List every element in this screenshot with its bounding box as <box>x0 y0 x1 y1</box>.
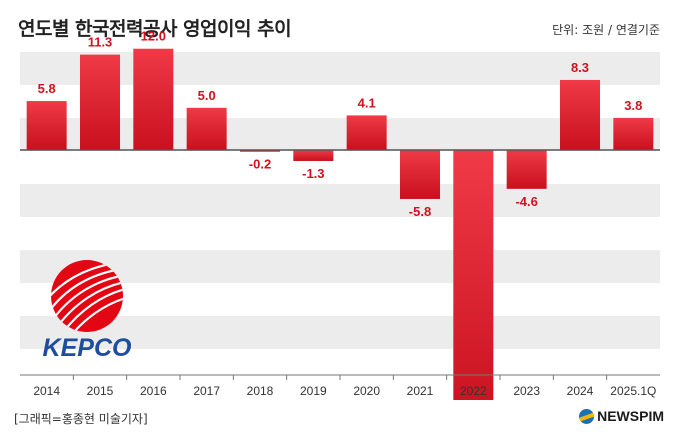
grid-stripes <box>20 52 660 349</box>
category-label-2015: 2015 <box>87 384 114 398</box>
value-label-2017: 5.0 <box>198 88 216 103</box>
value-label-2018: -0.2 <box>249 157 271 172</box>
category-label-2021: 2021 <box>407 384 434 398</box>
newspim-brand: NEWSPIM <box>579 408 664 424</box>
value-labels: 5.811.312.05.0-0.2-1.34.1-5.8-32.7-4.68.… <box>38 29 643 219</box>
kepco-wordmark: KEPCO <box>43 334 132 362</box>
value-label-2020: 4.1 <box>358 95 376 110</box>
unit-note: 단위: 조원 / 연결기준 <box>552 23 660 37</box>
value-label-2024: 8.3 <box>571 60 589 75</box>
bar-2022 <box>453 150 494 400</box>
bar-2018 <box>240 150 280 152</box>
category-label-2014: 2014 <box>33 384 60 398</box>
grid-band <box>20 316 660 349</box>
value-label-2021: -5.8 <box>409 204 431 219</box>
bar-2025.1Q <box>613 117 654 150</box>
category-label-2016: 2016 <box>140 384 167 398</box>
value-label-2016: 12.0 <box>141 29 166 44</box>
bars <box>26 48 654 400</box>
category-label-2025.1Q: 2025.1Q <box>610 384 656 398</box>
grid-band <box>20 184 660 217</box>
category-label-2019: 2019 <box>300 384 327 398</box>
category-labels: 2014 2015 2016 2017 2018 2019 2020 2021 2022 2023… <box>33 384 656 398</box>
category-label-2020: 2020 <box>353 384 380 398</box>
bar-2021 <box>400 150 440 199</box>
bar-2015 <box>80 54 120 150</box>
x-axis-ticks <box>72 375 608 380</box>
grid-band <box>20 250 660 283</box>
grid-band <box>20 52 660 85</box>
bar-2014 <box>26 101 67 150</box>
kepco-logo: KEPCO <box>43 260 132 362</box>
newspim-logo-icon <box>579 408 595 424</box>
bar-2019 <box>293 150 334 161</box>
bar-2020 <box>346 115 387 150</box>
category-label-2023: 2023 <box>513 384 540 398</box>
bar-2017 <box>186 107 227 150</box>
category-label-2018: 2018 <box>247 384 274 398</box>
value-label-2019: -1.3 <box>302 166 324 181</box>
bar-chart: 5.811.312.05.0-0.2-1.34.1-5.8-32.7-4.68.… <box>20 29 660 400</box>
category-label-2017: 2017 <box>193 384 220 398</box>
value-label-2014: 5.8 <box>38 81 56 96</box>
bar-2024 <box>560 79 600 150</box>
category-label-2024: 2024 <box>567 384 594 398</box>
brand-name: NEWSPIM <box>597 408 664 424</box>
grid-band <box>20 118 660 151</box>
value-label-2025.1Q: 3.8 <box>624 98 642 113</box>
value-label-2015: 11.3 <box>88 35 113 50</box>
value-label-2023: -4.6 <box>515 194 537 209</box>
graphic-credit: [그래픽=홍종현 미술기자] <box>14 412 148 426</box>
bar-2023 <box>506 150 547 189</box>
bar-2016 <box>133 48 174 150</box>
category-label-2022: 2022 <box>460 384 487 398</box>
chart-title: 연도별 한국전력공사 영업이익 추이 <box>18 18 292 40</box>
